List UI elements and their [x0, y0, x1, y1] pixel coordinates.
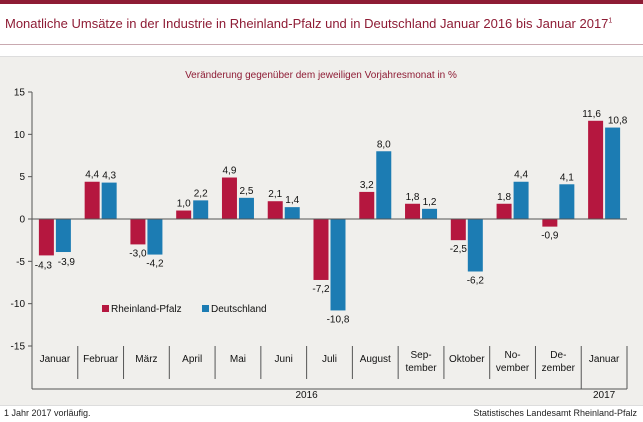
data-label: 1,0: [177, 199, 191, 210]
category-label: Januar: [40, 354, 71, 365]
bar-rheinland-pfalz-12: [588, 120, 604, 219]
y-tick-label: 0: [19, 215, 25, 226]
data-label: -4,3: [35, 260, 53, 271]
data-label: 2,5: [240, 186, 254, 197]
data-label: 1,8: [406, 192, 420, 203]
legend-swatch: [102, 305, 109, 312]
top-accent-bar: [0, 0, 643, 4]
y-tick-label: -5: [16, 257, 25, 268]
bar-deutschland-8: [422, 208, 438, 219]
bar-rheinland-pfalz-0: [38, 219, 54, 256]
source-note: Statistisches Landesamt Rheinland-Pfalz: [473, 408, 637, 418]
data-label: -6,2: [467, 275, 485, 286]
data-label: 10,8: [608, 116, 628, 127]
footnote: 1 Jahr 2017 vorläufig.: [4, 408, 91, 418]
category-label: April: [182, 354, 202, 365]
category-label: März: [135, 354, 157, 365]
data-label: -7,2: [312, 284, 330, 295]
page-title: Monatliche Umsätze in der Industrie in R…: [5, 16, 613, 31]
data-label: 11,6: [582, 109, 601, 120]
data-label: 3,2: [360, 180, 374, 191]
category-label: August: [360, 354, 391, 365]
category-label: Februar: [83, 354, 119, 365]
year-label: 2017: [593, 390, 616, 401]
legend-label: Rheinland-Pfalz: [111, 304, 182, 315]
bar-deutschland-0: [55, 219, 71, 253]
data-label: 1,4: [285, 195, 299, 206]
bar-rheinland-pfalz-10: [496, 203, 512, 219]
data-label: 4,1: [560, 172, 574, 183]
title-divider: [0, 44, 643, 45]
y-tick-label: -15: [11, 342, 26, 353]
category-label: No-: [505, 350, 521, 361]
category-label: De-: [550, 350, 566, 361]
legend-label: Deutschland: [211, 304, 267, 315]
data-label: 8,0: [377, 139, 391, 150]
bar-deutschland-3: [193, 200, 209, 219]
bar-deutschland-2: [147, 219, 163, 255]
data-label: -2,5: [450, 244, 468, 255]
data-label: 2,2: [194, 188, 208, 199]
category-label: zember: [542, 363, 576, 374]
data-label: -3,0: [129, 248, 147, 259]
category-label: Juli: [322, 354, 337, 365]
bar-rheinland-pfalz-9: [450, 219, 466, 241]
category-label: Oktober: [449, 354, 485, 365]
category-label: Januar: [589, 354, 620, 365]
data-label: 1,2: [423, 197, 437, 208]
bar-rheinland-pfalz-4: [221, 177, 237, 219]
title-footnote-mark: 1: [608, 17, 613, 25]
data-label: 1,8: [497, 192, 511, 203]
data-label: -0,9: [541, 231, 559, 242]
category-label: Juni: [275, 354, 293, 365]
legend-swatch: [202, 305, 209, 312]
bar-rheinland-pfalz-3: [176, 210, 192, 219]
chart-subtitle: Veränderung gegenüber dem jeweiligen Vor…: [185, 70, 457, 81]
bar-rheinland-pfalz-5: [267, 201, 283, 219]
bar-rheinland-pfalz-2: [130, 219, 146, 245]
data-label: 4,3: [102, 171, 116, 182]
bar-deutschland-9: [467, 219, 483, 272]
revenue-change-chart: Veränderung gegenüber dem jeweiligen Vor…: [11, 70, 628, 401]
category-label: Mai: [230, 354, 246, 365]
bar-deutschland-1: [101, 182, 117, 219]
bar-rheinland-pfalz-6: [313, 219, 329, 280]
bar-rheinland-pfalz-1: [84, 181, 100, 219]
bar-rheinland-pfalz-7: [359, 191, 375, 219]
bar-deutschland-11: [559, 184, 575, 219]
y-tick-label: 15: [14, 88, 26, 99]
data-label: -10,8: [327, 314, 350, 325]
bar-deutschland-4: [238, 197, 254, 219]
data-label: -3,9: [58, 257, 76, 268]
bar-rheinland-pfalz-8: [405, 203, 421, 219]
y-tick-label: -10: [11, 299, 26, 310]
bar-deutschland-12: [605, 127, 621, 219]
bar-deutschland-10: [513, 181, 529, 219]
bar-rheinland-pfalz-11: [542, 219, 558, 227]
data-label: 4,4: [85, 170, 99, 181]
data-label: 4,4: [514, 170, 528, 181]
category-label: tember: [405, 363, 437, 374]
data-label: 2,1: [268, 189, 282, 200]
category-label: Sep-: [410, 350, 431, 361]
year-label: 2016: [295, 390, 318, 401]
bar-deutschland-6: [330, 219, 346, 311]
y-tick-label: 10: [14, 130, 26, 141]
bar-deutschland-5: [284, 207, 300, 219]
y-tick-label: 5: [19, 172, 25, 183]
bar-deutschland-7: [376, 151, 392, 219]
category-label: vember: [496, 363, 530, 374]
data-label: -4,2: [146, 259, 164, 270]
data-label: 4,9: [223, 166, 237, 177]
